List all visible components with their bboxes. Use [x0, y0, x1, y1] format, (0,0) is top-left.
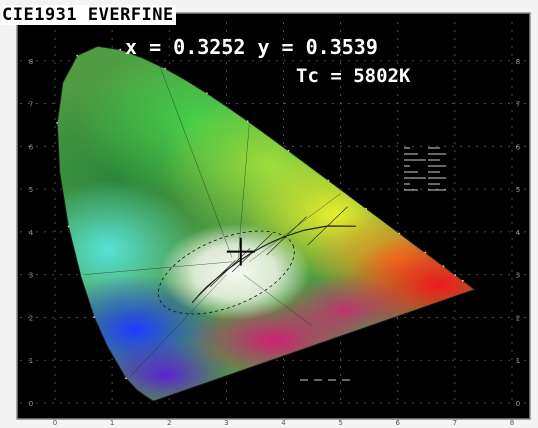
x-tick-label: 0: [53, 419, 57, 427]
y-tick-label-right: 7: [516, 101, 520, 109]
y-tick-label-right: 3: [516, 272, 520, 280]
color-region-boundary: [237, 124, 250, 262]
y-tick-label: 0: [29, 400, 33, 408]
wavelength-markers: [56, 48, 464, 380]
x-tick-label: 8: [510, 419, 514, 427]
color-region-boundary: [83, 261, 233, 275]
macadam-ellipse: [158, 230, 295, 315]
wavelength-tick: [327, 179, 330, 182]
wavelength-tick: [67, 225, 70, 228]
color-region-boundary: [243, 274, 313, 327]
cct-readout: Tc = 5802K: [296, 65, 411, 87]
x-tick-label: 4: [281, 419, 286, 427]
x-tick-label: 3: [224, 419, 228, 427]
wavelength-tick: [164, 67, 167, 70]
wavelength-tick: [93, 316, 96, 319]
y-tick-label-right: 1: [516, 357, 520, 365]
y-tick-label: 7: [29, 101, 33, 109]
wavelength-tick: [56, 121, 59, 124]
y-tick-label: 2: [29, 314, 33, 322]
y-axis-ticks: 0 0 1 1 2 2 3 3 4 4 5 5 6 6 7 7 8 8: [29, 58, 521, 408]
color-region-boundary: [157, 60, 233, 258]
wavelength-tick: [454, 274, 457, 276]
x-axis-ticks: 0 1 2 3 4 5 6 7 8: [53, 419, 514, 427]
wavelength-tick: [365, 207, 368, 210]
xy-coordinate-readout: x = 0.3252 y = 0.3539: [125, 35, 378, 59]
y-tick-label: 5: [29, 186, 33, 194]
x-tick-label: 1: [110, 419, 114, 427]
wavelength-tick: [76, 54, 79, 57]
y-tick-label: 3: [29, 272, 33, 280]
color-region-boundary: [129, 274, 227, 378]
y-tick-label: 8: [29, 58, 33, 66]
y-tick-label-right: 0: [516, 400, 520, 408]
wavelength-tick: [461, 279, 464, 282]
wavelength-tick: [124, 377, 127, 380]
wavelength-tick: [246, 120, 249, 123]
x-tick-label: 5: [338, 419, 342, 427]
y-tick-label: 6: [29, 143, 34, 151]
chart-title: CIE1931 EVERFINE: [2, 5, 176, 25]
y-tick-label-right: 5: [516, 186, 520, 194]
wavelength-tick: [442, 265, 445, 268]
y-tick-label: 1: [29, 357, 33, 365]
y-tick-label-right: 4: [516, 229, 521, 237]
wavelength-tick: [398, 232, 401, 235]
y-tick-label: 4: [29, 229, 34, 237]
y-tick-label-right: 6: [516, 143, 521, 151]
x-tick-label: 2: [167, 419, 171, 427]
x-tick-label: 6: [396, 419, 401, 427]
spectral-locus-outline: [56, 45, 476, 402]
color-region-boundary: [249, 193, 341, 263]
plot-border: [16, 12, 531, 420]
wavelength-tick: [287, 149, 290, 152]
chart-decorations: [83, 60, 446, 381]
measurement-markers: [226, 237, 255, 266]
wavelength-tick: [205, 92, 208, 95]
y-tick-label-right: 2: [516, 314, 520, 322]
wavelength-tick: [424, 251, 427, 254]
wavelength-tick: [119, 48, 122, 51]
y-tick-label-right: 8: [516, 58, 520, 66]
planckian-locus: [191, 225, 356, 304]
x-tick-label: 7: [453, 419, 457, 427]
